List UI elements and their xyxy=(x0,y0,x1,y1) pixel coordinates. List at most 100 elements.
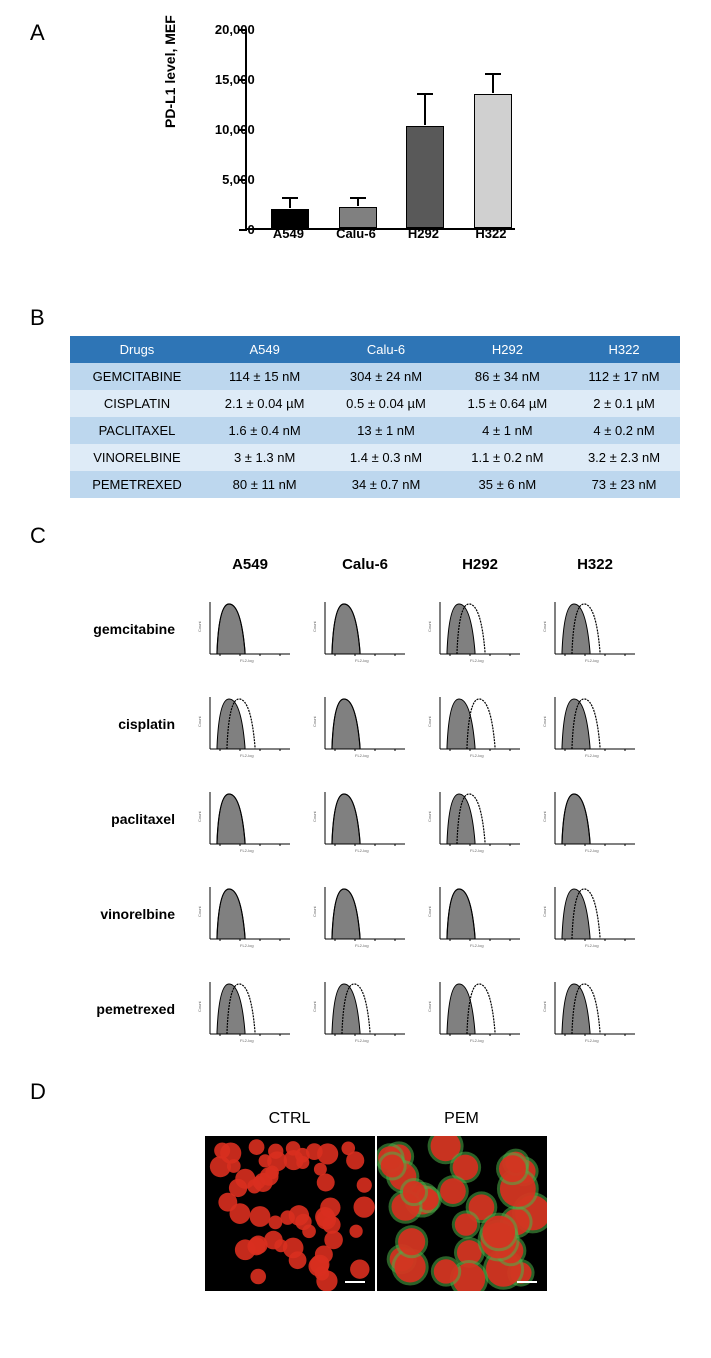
error-cap xyxy=(417,93,433,95)
x-tick-label: H322 xyxy=(466,226,516,241)
histogram-plot: Count FL2-log xyxy=(425,594,525,664)
table-cell: 0.5 ± 0.04 µM xyxy=(325,390,446,417)
histo-row-header: cisplatin xyxy=(70,716,190,732)
y-tick-label: 5,000 xyxy=(205,172,255,187)
svg-text:FL2-log: FL2-log xyxy=(240,943,254,948)
svg-text:Count: Count xyxy=(542,1000,547,1012)
histogram-plot: Count FL2-log xyxy=(540,594,640,664)
histogram-plot: Count FL2-log xyxy=(195,974,295,1044)
y-tick-label: 0 xyxy=(205,222,255,237)
error-cap xyxy=(282,197,298,199)
table-cell: 80 ± 11 nM xyxy=(204,471,325,498)
histo-col-header: A549 xyxy=(195,556,305,573)
table-cell: 2.1 ± 0.04 µM xyxy=(204,390,325,417)
svg-text:FL2-log: FL2-log xyxy=(470,1038,484,1043)
y-tick-label: 10,000 xyxy=(205,122,255,137)
table-cell: VINORELBINE xyxy=(70,444,204,471)
histogram-plot: Count FL2-log xyxy=(195,784,295,854)
error-cap xyxy=(350,197,366,199)
table-cell: 3 ± 1.3 nM xyxy=(204,444,325,471)
table-cell: 34 ± 0.7 nM xyxy=(325,471,446,498)
microscopy-column: CTRL xyxy=(205,1110,375,1291)
svg-text:FL2-log: FL2-log xyxy=(240,753,254,758)
table-row: PACLITAXEL1.6 ± 0.4 nM13 ± 1 nM4 ± 1 nM4… xyxy=(70,417,680,444)
svg-text:FL2-log: FL2-log xyxy=(355,658,369,663)
svg-text:FL2-log: FL2-log xyxy=(355,848,369,853)
histogram-plot: Count FL2-log xyxy=(425,974,525,1044)
svg-text:Count: Count xyxy=(312,1000,317,1012)
x-tick-label: H292 xyxy=(398,226,448,241)
table-header: H292 xyxy=(447,336,568,363)
bar xyxy=(474,94,512,228)
histogram-plot: Count FL2-log xyxy=(195,594,295,664)
histogram-plot: Count FL2-log xyxy=(540,974,640,1044)
panel-c: C A549Calu-6H292H322gemcitabine Count FL… xyxy=(30,523,681,1054)
table-cell: 1.5 ± 0.64 µM xyxy=(447,390,568,417)
svg-text:Count: Count xyxy=(197,1000,202,1012)
svg-text:Count: Count xyxy=(197,715,202,727)
error-bar xyxy=(492,74,494,93)
table-cell: 3.2 ± 2.3 nM xyxy=(568,444,680,471)
table-cell: 4 ± 0.2 nM xyxy=(568,417,680,444)
microscopy-column: PEM xyxy=(377,1110,547,1291)
histogram-plot: Count FL2-log xyxy=(425,879,525,949)
svg-text:FL2-log: FL2-log xyxy=(355,753,369,758)
table-cell: GEMCITABINE xyxy=(70,363,204,390)
y-tick-label: 20,000 xyxy=(205,22,255,37)
table-cell: 4 ± 1 nM xyxy=(447,417,568,444)
svg-text:Count: Count xyxy=(542,620,547,632)
histogram-plot: Count FL2-log xyxy=(195,689,295,759)
bar xyxy=(339,207,377,228)
error-cap xyxy=(485,73,501,75)
table-cell: 112 ± 17 nM xyxy=(568,363,680,390)
table-row: VINORELBINE3 ± 1.3 nM1.4 ± 0.3 nM1.1 ± 0… xyxy=(70,444,680,471)
svg-text:Count: Count xyxy=(427,905,432,917)
y-tick-label: 15,000 xyxy=(205,72,255,87)
error-bar xyxy=(357,198,359,206)
table-cell: 1.4 ± 0.3 nM xyxy=(325,444,446,471)
panel-c-label: C xyxy=(30,523,46,549)
table-cell: 114 ± 15 nM xyxy=(204,363,325,390)
microscopy-image xyxy=(377,1136,547,1291)
svg-text:Count: Count xyxy=(542,810,547,822)
panel-c-content: A549Calu-6H292H322gemcitabine Count FL2-… xyxy=(70,549,681,1054)
panel-a-label: A xyxy=(30,20,45,46)
svg-text:FL2-log: FL2-log xyxy=(470,943,484,948)
table-cell: 73 ± 23 nM xyxy=(568,471,680,498)
histogram-plot: Count FL2-log xyxy=(310,689,410,759)
table-cell: CISPLATIN xyxy=(70,390,204,417)
panel-d-label: D xyxy=(30,1079,46,1105)
x-tick-label: Calu-6 xyxy=(331,226,381,241)
table-cell: 2 ± 0.1 µM xyxy=(568,390,680,417)
table-cell: PEMETREXED xyxy=(70,471,204,498)
svg-text:Count: Count xyxy=(427,810,432,822)
svg-text:Count: Count xyxy=(312,620,317,632)
svg-text:Count: Count xyxy=(427,1000,432,1012)
svg-text:Count: Count xyxy=(197,905,202,917)
svg-text:FL2-log: FL2-log xyxy=(355,1038,369,1043)
histo-row-header: pemetrexed xyxy=(70,1001,190,1017)
histo-col-header: H322 xyxy=(540,556,650,573)
svg-text:Count: Count xyxy=(312,810,317,822)
svg-text:FL2-log: FL2-log xyxy=(585,658,599,663)
svg-text:FL2-log: FL2-log xyxy=(585,753,599,758)
svg-text:Count: Count xyxy=(197,810,202,822)
svg-text:Count: Count xyxy=(312,715,317,727)
histogram-plot: Count FL2-log xyxy=(425,689,525,759)
microscopy-image xyxy=(205,1136,375,1291)
table-cell: 304 ± 24 nM xyxy=(325,363,446,390)
svg-text:Count: Count xyxy=(427,715,432,727)
panel-a: A PD-L1 level, MEF 05,00010,00015,00020,… xyxy=(30,20,681,280)
table-cell: PACLITAXEL xyxy=(70,417,204,444)
histogram-plot: Count FL2-log xyxy=(310,879,410,949)
histogram-plot: Count FL2-log xyxy=(425,784,525,854)
table-cell: 1.6 ± 0.4 nM xyxy=(204,417,325,444)
panel-d: D CTRL PEM xyxy=(30,1079,681,1291)
panel-a-row: A PD-L1 level, MEF 05,00010,00015,00020,… xyxy=(30,20,681,280)
table-body: GEMCITABINE114 ± 15 nM304 ± 24 nM86 ± 34… xyxy=(70,363,680,498)
panel-d-content: CTRL PEM xyxy=(70,1110,681,1291)
svg-text:FL2-log: FL2-log xyxy=(585,943,599,948)
svg-text:FL2-log: FL2-log xyxy=(240,658,254,663)
histo-row-header: vinorelbine xyxy=(70,906,190,922)
bar xyxy=(406,126,444,228)
